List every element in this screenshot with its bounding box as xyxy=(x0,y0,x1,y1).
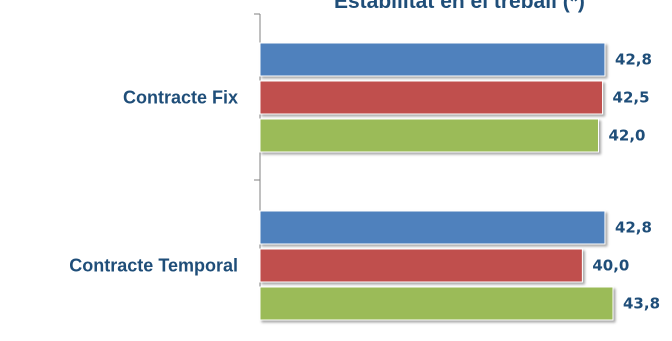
data-label: 43,8 xyxy=(623,295,660,313)
bar xyxy=(259,248,583,283)
chart-title: Estabilitat en el treball (*) xyxy=(334,0,585,13)
bar xyxy=(259,80,604,115)
data-label: 42,0 xyxy=(608,127,645,145)
bar xyxy=(259,210,606,245)
data-label: 42,5 xyxy=(613,89,650,107)
data-label: 40,0 xyxy=(592,257,629,275)
bar xyxy=(259,286,614,321)
labels-layer: Contracte Fix 42,8 42,5 42,0 Contracte Tempo… xyxy=(69,51,660,313)
data-label: 42,8 xyxy=(615,219,652,237)
category-label: Contracte Temporal xyxy=(69,256,238,276)
bar xyxy=(259,42,606,77)
bar xyxy=(259,118,599,153)
data-label: 42,8 xyxy=(615,51,652,69)
bars-layer xyxy=(259,42,614,321)
category-label: Contracte Fix xyxy=(123,88,238,108)
